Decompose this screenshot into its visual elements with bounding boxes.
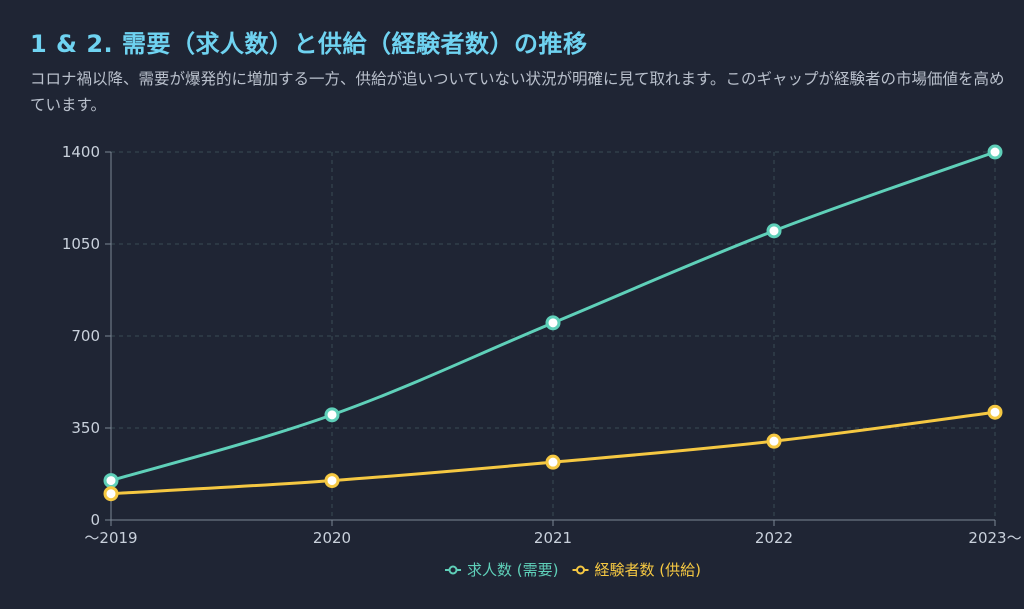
data-point[interactable] — [103, 473, 119, 489]
legend-marker-icon — [576, 565, 585, 575]
data-point[interactable] — [766, 223, 782, 239]
data-point[interactable] — [103, 486, 119, 502]
x-tick-label: 2023〜 — [968, 529, 1021, 547]
series-layer — [103, 144, 1003, 502]
legend-label: 求人数 (需要) — [467, 561, 558, 579]
data-point[interactable] — [545, 315, 561, 331]
data-point[interactable] — [324, 473, 340, 489]
legend-item-1[interactable]: 経験者数 (供給) — [572, 561, 701, 579]
grid-layer — [111, 151, 996, 520]
legend-item-0[interactable]: 求人数 (需要) — [445, 561, 559, 579]
x-tick-label: 2020 — [313, 529, 351, 547]
legend-marker-icon — [448, 565, 458, 575]
page-title: 1 & 2. 需要（求人数）と供給（経験者数）の推移 — [30, 30, 588, 58]
page-subtitle: コロナ禍以降、需要が爆発的に増加する一方、供給が追いついていない状況が明確に見て… — [30, 70, 1005, 114]
data-point[interactable] — [766, 433, 782, 449]
legend-label: 経験者数 (供給) — [595, 561, 701, 579]
y-tick-label: 1400 — [62, 143, 100, 161]
y-tick-label: 0 — [90, 511, 100, 529]
y-tick-label: 700 — [71, 327, 100, 345]
data-point[interactable] — [987, 404, 1003, 420]
legend[interactable]: 求人数 (需要) 経験者数 (供給) — [445, 561, 701, 579]
y-tick-label: 350 — [71, 419, 100, 437]
data-point[interactable] — [545, 454, 561, 470]
x-tick-label: 2022 — [755, 529, 793, 547]
data-point[interactable] — [987, 144, 1003, 160]
x-tick-label: 〜2019 — [84, 529, 137, 547]
x-tick-label: 2021 — [534, 529, 572, 547]
axis-layer: 0 350 700 1050 1400 〜2019 2020 2021 2022 2023〜 — [62, 143, 1022, 547]
y-tick-label: 1050 — [62, 235, 100, 253]
data-point[interactable] — [324, 407, 340, 423]
